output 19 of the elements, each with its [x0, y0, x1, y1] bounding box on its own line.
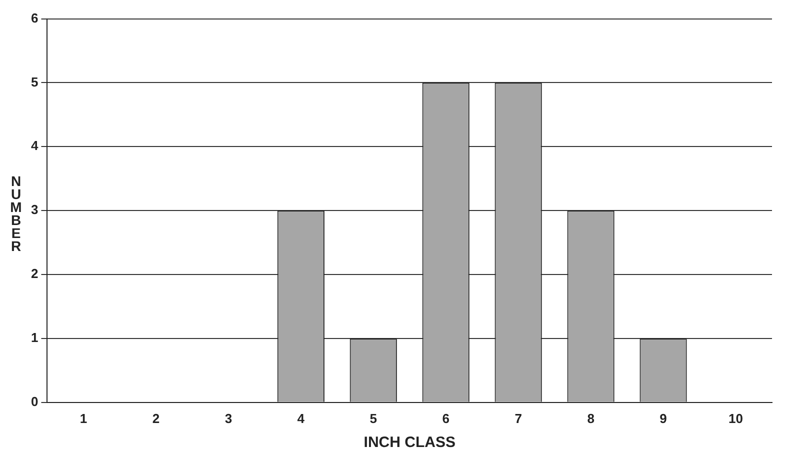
x-tick-label: 4 [297, 410, 306, 426]
x-tick-label: 1 [80, 410, 88, 426]
y-tick-label: 4 [30, 138, 39, 154]
x-tick-label: 2 [152, 410, 160, 426]
y-tick-label: 5 [30, 74, 38, 90]
y-tick-label: 1 [30, 330, 38, 346]
x-tick-label: 5 [370, 410, 377, 426]
x-tick-label: 6 [442, 410, 450, 426]
x-axis-title: INCH CLASS [364, 434, 456, 452]
x-tick-label: 8 [587, 410, 594, 426]
y-tick-label: 3 [30, 202, 38, 218]
x-tick-label: 10 [728, 410, 743, 426]
x-tick-label: 7 [514, 410, 522, 426]
y-tick-label: 0 [30, 394, 38, 409]
x-tick-label: 9 [660, 410, 667, 426]
y-tick-label: 2 [30, 266, 38, 282]
y-axis-title: NUMBER [8, 173, 25, 251]
x-tick-label: 3 [224, 410, 232, 426]
y-tick-label: 6 [30, 10, 38, 26]
